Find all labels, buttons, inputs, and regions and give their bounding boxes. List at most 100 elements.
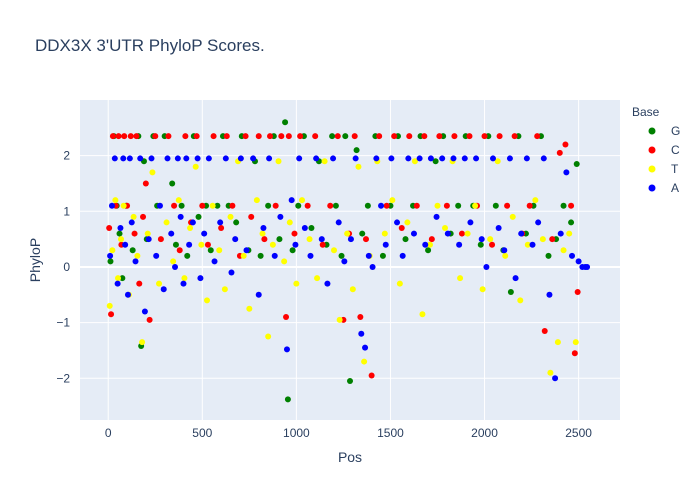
data-point [295,202,302,209]
data-point [411,158,418,165]
data-point [228,269,235,276]
data-point [379,252,386,259]
data-point [362,344,369,351]
legend-label: T [671,162,679,176]
data-point [266,155,273,162]
legend-item-G[interactable]: G [648,124,681,138]
data-point [288,197,295,204]
data-point [362,236,369,243]
data-point [246,305,253,312]
data-point [511,133,518,140]
legend-item-A[interactable]: A [648,181,680,195]
data-point [560,247,567,254]
data-point [144,230,151,237]
data-point [347,378,353,385]
data-point [562,141,569,148]
data-point [115,275,122,282]
data-point [253,197,260,204]
data-point [130,213,137,220]
data-point [142,180,149,187]
data-point [201,230,208,237]
data-point [157,236,164,243]
data-point [306,236,313,243]
data-point [221,286,228,293]
legend-label: G [671,124,680,138]
data-point [433,213,440,220]
data-point [422,241,429,248]
data-point [156,202,163,209]
data-point [545,252,552,259]
data-point [358,330,365,337]
data-point [248,213,255,220]
data-point [479,286,486,293]
data-point [119,275,126,282]
data-point [172,263,179,270]
data-point [174,155,181,162]
data-point [481,133,488,140]
data-point [389,197,396,204]
data-point [126,155,133,162]
data-point [483,263,490,270]
data-point [106,225,113,231]
series-A [107,155,591,382]
data-point [477,241,484,248]
legend-item-C[interactable]: C [648,143,681,157]
data-point [353,147,360,154]
data-point [118,236,125,243]
data-point [332,202,339,209]
y-tick-label: 2 [63,149,70,163]
data-point [134,252,141,259]
data-point [421,133,428,140]
x-tick-label: 2500 [565,426,592,440]
data-point [535,219,542,226]
data-point [243,247,250,254]
data-point [289,247,296,254]
data-point [359,230,366,237]
data-point [183,155,190,162]
legend-item-T[interactable]: T [648,162,680,176]
data-point [181,275,188,282]
data-point [381,230,388,237]
data-point [501,247,508,254]
data-point [426,241,433,248]
data-point [376,133,383,140]
data-point [176,247,183,254]
data-point [204,297,211,304]
data-point [349,286,356,293]
data-point [189,219,196,226]
data-point [319,241,326,248]
data-point [124,291,131,298]
data-point [572,339,579,346]
data-point [439,155,446,162]
data-point [402,236,409,243]
y-tick-label: 0 [63,260,70,274]
data-point [149,169,156,176]
legend-marker [648,146,656,154]
data-point [413,202,420,209]
data-point [267,133,274,140]
data-point [148,155,155,162]
data-point [275,158,282,165]
data-point [218,225,225,231]
data-point [255,133,262,140]
data-point [391,133,398,140]
data-point [140,213,147,220]
legend-marker [648,127,656,135]
data-point [136,280,143,287]
data-point [416,155,423,162]
data-point [117,225,124,231]
data-point [487,236,494,243]
data-point [427,155,434,162]
data-point [107,252,114,259]
data-point [186,241,193,248]
data-point [111,155,118,162]
data-point [283,314,290,321]
plot-area [80,100,620,420]
data-point [442,225,449,231]
data-point [383,202,390,209]
data-point [368,372,375,379]
data-point [141,308,148,315]
data-point [229,202,236,209]
data-point [175,197,182,204]
